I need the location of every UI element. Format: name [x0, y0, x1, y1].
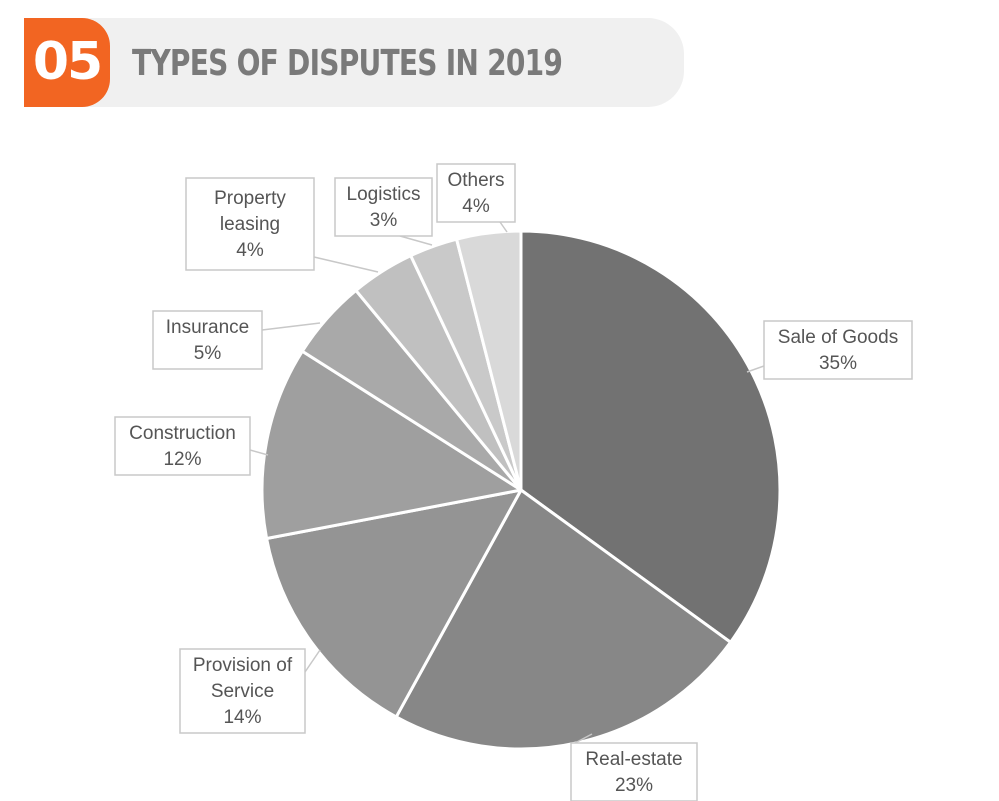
data-value-construction: 12% [163, 449, 201, 470]
pie-slice-construction [260, 349, 523, 541]
callout-box-property-leasing [185, 177, 315, 271]
data-value-others: 4% [462, 196, 490, 217]
data-value-insurance: 5% [194, 343, 222, 364]
data-value-sale-of-goods: 35% [819, 353, 857, 374]
data-label-provision-of-service: Provision of [193, 655, 293, 676]
leader-line-insurance [261, 322, 321, 331]
data-label-logistics: Logistics [347, 184, 421, 205]
chart-title: TYPES OF DISPUTES IN 2019 [132, 43, 563, 84]
data-value-provision-of-service: 14% [223, 707, 261, 728]
callout-box-insurance [152, 310, 263, 370]
data-value-property-leasing: 4% [236, 240, 264, 261]
data-label-property-leasing: Property [214, 188, 286, 209]
leader-line-construction [249, 449, 269, 456]
callout-box-logistics [334, 177, 433, 237]
callout-box-others [436, 163, 516, 223]
leader-line-real-estate [574, 733, 593, 744]
data-label-sale-of-goods: Sale of Goods [778, 327, 898, 348]
callout-box-real-estate [570, 742, 698, 801]
leader-line-property-leasing [313, 256, 379, 273]
callout-box-sale-of-goods [763, 320, 913, 380]
leader-line-provision-of-service [304, 649, 321, 673]
leader-line-logistics [399, 235, 433, 246]
data-label-construction: Construction [129, 423, 236, 444]
callout-box-construction [114, 416, 251, 476]
data-label-property-leasing: leasing [220, 214, 280, 235]
leader-line-sale-of-goods [746, 365, 765, 373]
header-band [24, 18, 684, 107]
pie-slice-sale-of-goods [519, 229, 782, 644]
pie-slice-others [455, 229, 523, 492]
data-label-real-estate: Real-estate [585, 749, 682, 770]
callout-box-provision-of-service [179, 648, 306, 734]
data-value-logistics: 3% [370, 210, 398, 231]
data-label-others: Others [447, 170, 504, 191]
section-number-badge: 05 [24, 18, 110, 107]
pie-slice-provision-of-service [265, 488, 523, 719]
data-value-real-estate: 23% [615, 775, 653, 796]
data-label-provision-of-service: Service [211, 681, 274, 702]
data-label-insurance: Insurance [166, 317, 249, 338]
leader-line-others [499, 221, 508, 233]
